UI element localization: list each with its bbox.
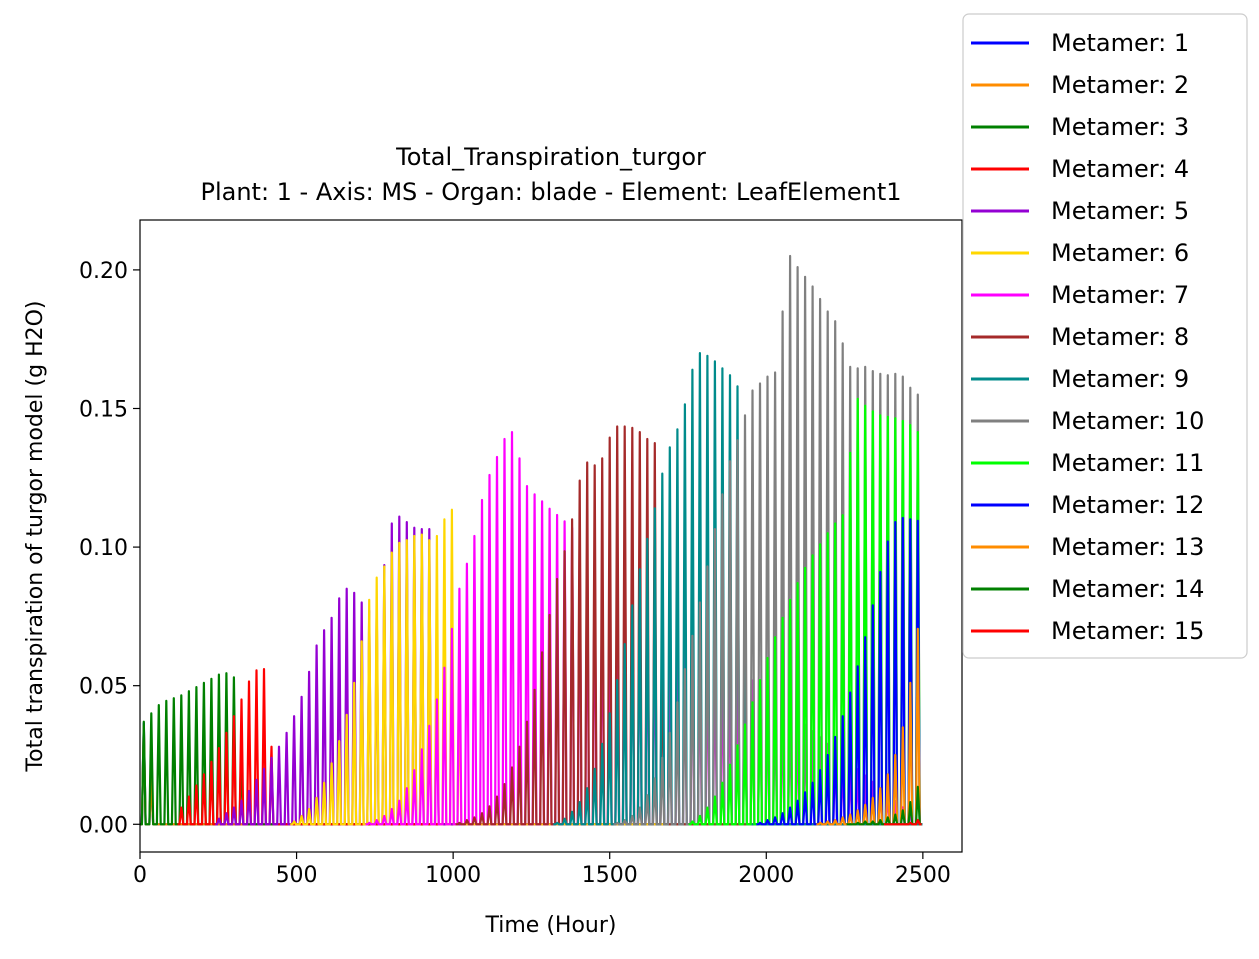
legend-label-8: Metamer: 8 bbox=[1051, 323, 1189, 351]
series-line-15 bbox=[883, 819, 922, 826]
plot-frame bbox=[139, 219, 963, 853]
legend-label-6: Metamer: 6 bbox=[1051, 239, 1189, 267]
legend-label-1: Metamer: 1 bbox=[1051, 29, 1189, 57]
legend-label-3: Metamer: 3 bbox=[1051, 113, 1189, 141]
legend-label-14: Metamer: 14 bbox=[1051, 575, 1204, 603]
x-tick-label: 0 bbox=[133, 863, 147, 888]
y-axis-label: Total transpiration of turgor model (g H… bbox=[23, 300, 48, 772]
legend-label-5: Metamer: 5 bbox=[1051, 197, 1189, 225]
y-axis: 0.00 0.05 0.10 0.15 0.20 bbox=[79, 259, 140, 838]
chart-subtitle: Plant: 1 - Axis: MS - Organ: blade - Ele… bbox=[200, 178, 901, 206]
legend-box bbox=[962, 13, 1248, 659]
legend-label-2: Metamer: 2 bbox=[1051, 71, 1189, 99]
legend: Metamer: 1 Metamer: 2 Metamer: 3 Metamer: 4… bbox=[962, 13, 1248, 659]
series-layer bbox=[139, 254, 923, 826]
x-tick-label: 500 bbox=[276, 863, 318, 888]
legend-label-7: Metamer: 7 bbox=[1051, 281, 1189, 309]
y-tick-label: 0.05 bbox=[79, 675, 128, 700]
legend-label-12: Metamer: 12 bbox=[1051, 491, 1204, 519]
x-tick-label: 2500 bbox=[895, 863, 951, 888]
chart-title: Total_Transpiration_turgor bbox=[395, 143, 706, 171]
legend-label-13: Metamer: 13 bbox=[1051, 533, 1204, 561]
x-tick-label: 1000 bbox=[425, 863, 481, 888]
legend-label-11: Metamer: 11 bbox=[1051, 449, 1204, 477]
legend-label-10: Metamer: 10 bbox=[1051, 407, 1204, 435]
y-tick-label: 0.15 bbox=[79, 397, 128, 422]
legend-label-15: Metamer: 15 bbox=[1051, 617, 1204, 645]
x-tick-label: 2000 bbox=[738, 863, 794, 888]
y-tick-label: 0.20 bbox=[79, 259, 128, 284]
y-tick-label: 0.00 bbox=[79, 813, 128, 838]
x-axis: 0 500 1000 1500 2000 2500 bbox=[133, 852, 951, 888]
y-tick-label: 0.10 bbox=[79, 536, 128, 561]
x-axis-label: Time (Hour) bbox=[485, 913, 617, 938]
x-tick-label: 1500 bbox=[582, 863, 638, 888]
legend-label-9: Metamer: 9 bbox=[1051, 365, 1189, 393]
legend-label-4: Metamer: 4 bbox=[1051, 155, 1189, 183]
